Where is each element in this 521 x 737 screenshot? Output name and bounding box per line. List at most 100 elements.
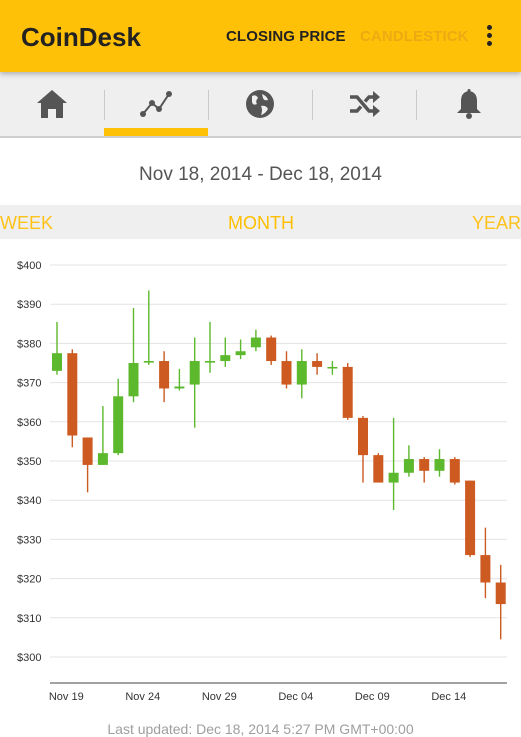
candle-body: [465, 480, 476, 556]
candle: [143, 290, 154, 365]
tab-bar: [0, 72, 521, 138]
candle-body: [342, 366, 353, 418]
candle-body: [388, 472, 399, 483]
range-month[interactable]: MONTH: [228, 213, 294, 233]
y-tick-label: $390: [17, 299, 41, 311]
candle-body: [449, 459, 460, 483]
closing-price-action[interactable]: CLOSING PRICE: [226, 28, 346, 45]
candle: [495, 564, 506, 640]
candle-body: [296, 361, 307, 385]
tab-trend[interactable]: [104, 72, 208, 136]
y-tick-label: $350: [17, 456, 41, 468]
x-tick-label: Nov 29: [202, 691, 237, 703]
candle: [388, 417, 399, 510]
candle: [403, 445, 414, 477]
candle-body: [373, 455, 384, 483]
y-tick-label: $310: [17, 613, 41, 625]
candle-body: [358, 417, 368, 456]
candle: [342, 363, 353, 420]
candle-body: [143, 361, 154, 363]
candle-body: [495, 582, 506, 605]
x-tick-label: Dec 04: [278, 691, 313, 703]
candle-body: [159, 361, 170, 389]
candle: [52, 321, 62, 375]
candle: [358, 415, 368, 483]
candle-body: [97, 453, 108, 465]
tab-shuffle[interactable]: [312, 72, 416, 136]
candle: [97, 406, 108, 465]
candle: [250, 329, 261, 352]
y-tick-label: $340: [17, 495, 41, 507]
x-tick-label: Dec 09: [355, 691, 390, 703]
y-tick-label: $400: [17, 260, 41, 272]
candle: [373, 453, 384, 483]
candle-body: [281, 361, 292, 385]
y-tick-label: $330: [17, 534, 41, 546]
candle-body: [205, 361, 215, 363]
candle: [434, 449, 445, 477]
candle-body: [174, 386, 185, 389]
app-bar: CoinDesk CLOSING PRICE CANDLESTICK: [0, 0, 521, 72]
candle-body: [113, 396, 124, 454]
candle-body: [327, 366, 338, 369]
candlestick-chart: $400 $390 $380 $370 $360 $350 $340 $330 $320 $310…: [17, 260, 507, 703]
x-tick-label: Nov 24: [125, 691, 160, 703]
candle: [327, 361, 338, 375]
date-range-label: Nov 18, 2014 - Dec 18, 2014: [139, 164, 382, 185]
x-tick-label: Dec 14: [431, 691, 466, 703]
candle-body: [128, 363, 139, 397]
y-tick-label: $370: [17, 378, 41, 390]
candle: [312, 353, 323, 375]
candle: [281, 351, 292, 389]
y-tick-label: $300: [17, 652, 41, 664]
range-selector: WEEK MONTH YEAR: [0, 205, 521, 239]
trend-line-icon: [140, 91, 172, 117]
candle: [419, 457, 430, 483]
candle-body: [266, 337, 277, 362]
candle: [480, 527, 491, 599]
candle-body: [220, 355, 231, 362]
candle-body: [250, 337, 261, 348]
more-vert-icon[interactable]: [484, 24, 496, 48]
candle: [128, 308, 139, 403]
candle: [159, 351, 170, 403]
candle: [235, 339, 246, 360]
candle-body: [312, 361, 323, 367]
x-tick-label: Nov 19: [49, 691, 84, 703]
candle: [67, 349, 78, 448]
candle: [465, 480, 476, 558]
candle: [296, 349, 307, 399]
selected-tab-indicator: [104, 128, 208, 136]
candle-body: [419, 459, 430, 471]
app-title: CoinDesk: [21, 22, 141, 52]
globe-icon: [246, 90, 274, 118]
candle: [205, 321, 215, 373]
candle-body: [67, 353, 78, 436]
candle-body: [235, 351, 246, 356]
candle-body: [480, 555, 491, 583]
candle-body: [189, 361, 200, 385]
candle: [82, 437, 93, 493]
range-year[interactable]: YEAR: [471, 213, 521, 233]
bell-icon: [456, 89, 481, 119]
candle-body: [82, 437, 93, 465]
candle-body: [403, 459, 414, 473]
candle: [174, 368, 185, 391]
candlestick-action[interactable]: CANDLESTICK: [360, 28, 469, 45]
candle: [189, 337, 200, 428]
y-tick-label: $360: [17, 417, 41, 429]
range-week[interactable]: WEEK: [0, 213, 54, 233]
home-icon: [37, 90, 67, 118]
tab-globe[interactable]: [208, 72, 312, 136]
shuffle-icon: [350, 91, 380, 117]
candle-body: [52, 353, 62, 371]
last-updated: Last updated: Dec 18, 2014 5:27 PM GMT+0…: [107, 721, 414, 737]
candle: [449, 457, 460, 485]
tab-home[interactable]: [0, 72, 104, 136]
candle: [113, 378, 124, 456]
y-tick-label: $320: [17, 574, 41, 586]
y-tick-label: $380: [17, 338, 41, 350]
candle: [220, 337, 231, 367]
tab-alerts[interactable]: [416, 72, 521, 136]
candle-body: [434, 459, 445, 471]
